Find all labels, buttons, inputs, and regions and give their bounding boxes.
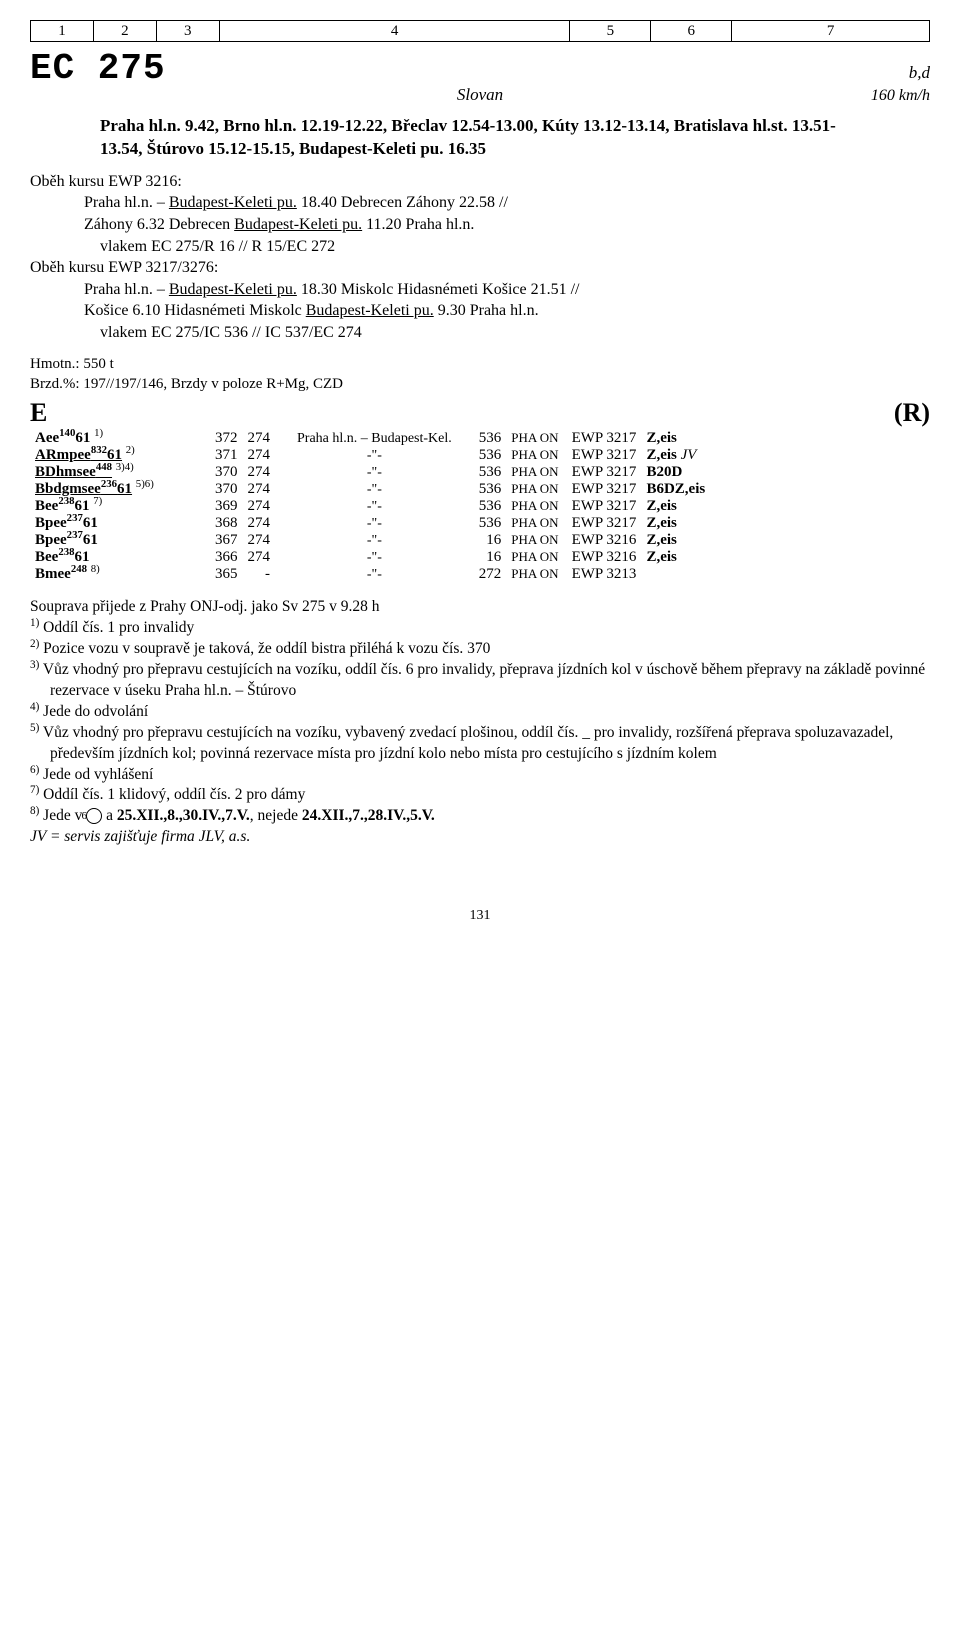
composition-row: Bmee248 8)365--"-272PHA ONEWP 3213 xyxy=(30,566,710,583)
page-number: 131 xyxy=(30,908,930,924)
col-5: 5 xyxy=(570,21,651,42)
composition-row: Bee23861 7)369274-"-536PHA ONEWP 3217Z,e… xyxy=(30,498,710,515)
e-r-row: E (R) xyxy=(30,398,930,428)
composition-row: Bee23861366274-"-16PHA ONEWP 3216Z,eis xyxy=(30,549,710,566)
composition-row: Bpee23761367274-"-16PHA ONEWP 3216Z,eis xyxy=(30,532,710,549)
jv-note: JV = servis zajišťuje firma JLV, a.s. xyxy=(30,828,250,845)
circ-header-1: Oběh kursu EWP 3216: xyxy=(30,171,930,193)
circ-header-2: Oběh kursu EWP 3217/3276: xyxy=(30,257,930,279)
train-suffix: b,d xyxy=(909,63,930,83)
composition-table: Aee14061 1)372274Praha hl.n. – Budapest-… xyxy=(30,430,710,583)
composition-row: BDhmsee448 3)4)370274-"-536PHA ONEWP 321… xyxy=(30,464,710,481)
train-code: EC 275 xyxy=(30,48,166,89)
circulation-block: Oběh kursu EWP 3216: Praha hl.n. – Budap… xyxy=(30,171,930,344)
column-header-row: 1 2 3 4 5 6 7 xyxy=(30,20,930,42)
col-4: 4 xyxy=(219,21,570,42)
col-3: 3 xyxy=(156,21,219,42)
col-1: 1 xyxy=(31,21,94,42)
weight: Hmotn.: 550 t xyxy=(30,354,930,374)
note-intro: Souprava přijede z Prahy ONJ-odj. jako S… xyxy=(30,597,930,618)
notes-block: Souprava přijede z Prahy ONJ-odj. jako S… xyxy=(30,597,930,848)
circled-day-icon: 6 xyxy=(86,808,102,824)
col-7: 7 xyxy=(732,21,930,42)
e-label: E xyxy=(30,398,47,428)
weight-brake: Hmotn.: 550 t Brzd.%: 197//197/146, Brzd… xyxy=(30,354,930,395)
col-6: 6 xyxy=(651,21,732,42)
composition-row: Bbdgmsee23661 5)6)370274-"-536PHA ONEWP … xyxy=(30,481,710,498)
route-block: Praha hl.n. 9.42, Brno hl.n. 12.19-12.22… xyxy=(100,115,860,161)
train-header: EC 275 b,d xyxy=(30,48,930,89)
r-label: (R) xyxy=(894,398,930,428)
composition-row: Bpee23761368274-"-536PHA ONEWP 3217Z,eis xyxy=(30,515,710,532)
col-2: 2 xyxy=(93,21,156,42)
brake: Brzd.%: 197//197/146, Brzdy v poloze R+M… xyxy=(30,374,930,394)
